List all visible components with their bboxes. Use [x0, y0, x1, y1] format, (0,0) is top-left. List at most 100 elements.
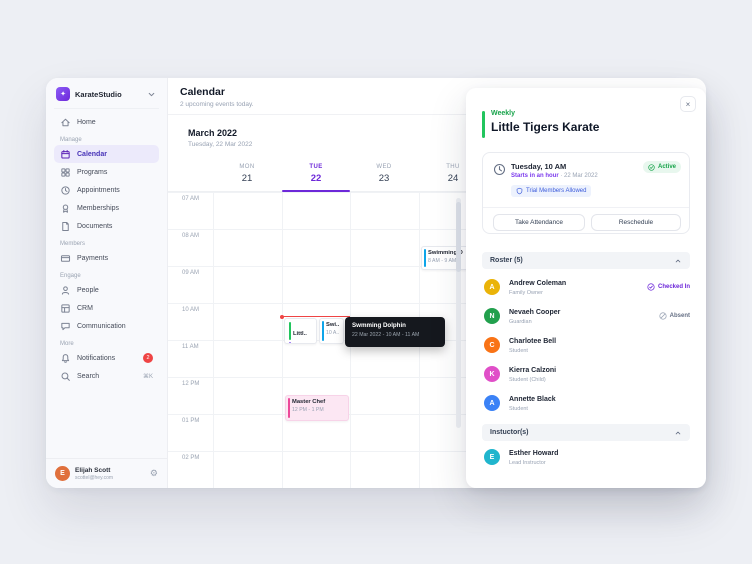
hour-row: 07 AM [168, 192, 706, 229]
sidebar-section-manage: Manage [60, 137, 82, 143]
calendar-scrollbar[interactable] [456, 198, 461, 428]
sidebar-item-label: Programs [77, 168, 108, 176]
gear-icon[interactable]: ⚙ [149, 468, 158, 478]
sidebar-item-label: People [77, 286, 99, 294]
roster-row: N Nevaeh Cooper Guardian Absent [482, 305, 690, 331]
day-cell-wed[interactable]: WED 23 [376, 164, 392, 184]
schedule-card: Tuesday, 10 AM Starts in an hour · 22 Ma… [482, 152, 690, 234]
grid-column-line [213, 192, 214, 488]
sidebar-item-payments[interactable]: Payments [54, 249, 159, 267]
page-title: Calendar [180, 86, 225, 98]
instructors-section-header[interactable]: Instuctor(s) [482, 424, 690, 441]
current-date-label: Tuesday, 22 Mar 2022 [188, 141, 253, 148]
avatar: A [484, 279, 500, 295]
avatar: E [55, 466, 70, 481]
day-cell-tue-selected[interactable]: TUE 22 [309, 164, 323, 184]
bell-icon [60, 353, 71, 364]
day-cell-mon[interactable]: MON 21 [239, 164, 255, 184]
current-time-dot [280, 314, 284, 319]
current-time-line [280, 314, 350, 319]
roster-section-header[interactable]: Roster (5) [482, 252, 690, 269]
grid-column-line [282, 192, 283, 488]
event-little-tigers-mini[interactable]: Littl.. Mast [284, 318, 317, 344]
event-tooltip: Swmming Dolphin 22 Mar 2022 - 10 AM - 11… [345, 317, 445, 347]
avatar: E [484, 449, 500, 465]
selected-day-underline [282, 190, 350, 192]
document-icon [60, 221, 71, 232]
roster-row: C Charlotee Bell Student [482, 334, 690, 360]
sidebar-item-appointments[interactable]: Appointments [54, 181, 159, 199]
credit-card-icon [60, 253, 71, 264]
chevron-up-icon[interactable] [674, 429, 682, 437]
roster-row: K Kierra Calzoni Student (Child) [482, 363, 690, 389]
absent-icon [659, 312, 667, 320]
sidebar-item-home[interactable]: Home [54, 113, 159, 131]
notifications-count-badge: 2 [143, 353, 153, 363]
schedule-day: Tuesday, 10 AM [511, 162, 567, 171]
calendar-grid: 07 AM 08 AM 09 AM 10 AM 11 AM 12 PM 01 P… [168, 192, 706, 488]
sidebar-section-members: Members [60, 241, 86, 247]
sidebar-item-communication[interactable]: Communication [54, 317, 159, 335]
sidebar-item-label: Payments [77, 254, 109, 262]
chevron-up-icon[interactable] [674, 257, 682, 265]
sidebar-nav: Home Manage Calendar Programs Appointmen… [54, 113, 159, 385]
hour-row: 01 PM [168, 414, 706, 451]
schedule-subtitle: Starts in an hour · 22 Mar 2022 [511, 173, 598, 179]
shield-icon [516, 187, 523, 195]
instructor-row: E Esther Howard Lead Instructor [482, 446, 690, 472]
roster-row: A Annette Black Student [482, 392, 690, 418]
reschedule-button[interactable]: Reschedule [591, 214, 681, 231]
sidebar-item-search[interactable]: Search ⌘K [54, 367, 159, 385]
sidebar-item-people[interactable]: People [54, 281, 159, 299]
month-label: March 2022 [188, 128, 238, 138]
hour-row: 08 AM [168, 229, 706, 266]
weekly-tag-bar [482, 111, 485, 138]
chat-bubble-icon [60, 321, 71, 332]
sidebar-item-memberships[interactable]: Memberships [54, 199, 159, 217]
brand-name: KarateStudio [75, 89, 122, 99]
roster-row: A Andrew Coleman Family Owner Checked In [482, 276, 690, 302]
sidebar-item-label: Communication [77, 322, 126, 330]
event-color-bar [289, 322, 291, 340]
avatar: K [484, 366, 500, 382]
page-header: Calendar 2 upcoming events today. [168, 78, 706, 115]
sidebar-item-calendar[interactable]: Calendar [54, 145, 159, 163]
scrollbar-thumb[interactable] [456, 202, 461, 272]
sidebar-item-label: Home [77, 118, 96, 126]
event-swimming-mini[interactable]: Swi.. 10 A.. [319, 318, 344, 344]
person-icon [60, 285, 71, 296]
event-color-bar [321, 321, 324, 341]
take-attendance-button[interactable]: Take Attendance [493, 214, 585, 231]
divider [483, 207, 689, 208]
event-color-bar [289, 342, 291, 343]
avatar: A [484, 395, 500, 411]
trial-members-badge: Trial Members Allowed [511, 185, 592, 197]
sidebar-section-more: More [60, 341, 74, 347]
event-master-chef[interactable]: Master Chef 12 PM - 1 PM [285, 395, 349, 421]
workspace-switcher[interactable]: ✦ KarateStudio [54, 86, 159, 109]
sidebar-item-label: CRM [77, 304, 93, 312]
home-icon [60, 117, 71, 128]
clock-icon [493, 163, 506, 176]
sidebar-item-crm[interactable]: CRM [54, 299, 159, 317]
day-cell-thu[interactable]: THU 24 [446, 164, 460, 184]
calendar-icon [60, 149, 71, 160]
brand-logo-icon: ✦ [56, 87, 70, 101]
sidebar-item-label: Search [77, 372, 100, 380]
recurrence-tag: Weekly [491, 110, 515, 117]
sidebar-item-label: Appointments [77, 186, 120, 194]
sidebar-item-notifications[interactable]: Notifications 2 [54, 349, 159, 367]
day-header-row: MON 21 TUE 22 WED 23 THU 24 [168, 162, 706, 192]
page-subtitle: 2 upcoming events today. [180, 101, 254, 108]
close-icon[interactable]: × [680, 96, 696, 112]
sidebar-section-engage: Engage [60, 273, 81, 279]
sidebar-item-documents[interactable]: Documents [54, 217, 159, 235]
sidebar-item-label: Calendar [77, 150, 107, 158]
sidebar-item-programs[interactable]: Programs [54, 163, 159, 181]
user-email: scottel@hey.com [75, 474, 114, 481]
hour-row: 10 AM [168, 303, 706, 340]
user-profile[interactable]: E Elijah Scott scottel@hey.com ⚙ [46, 458, 167, 488]
badge-icon [60, 203, 71, 214]
table-icon [60, 303, 71, 314]
